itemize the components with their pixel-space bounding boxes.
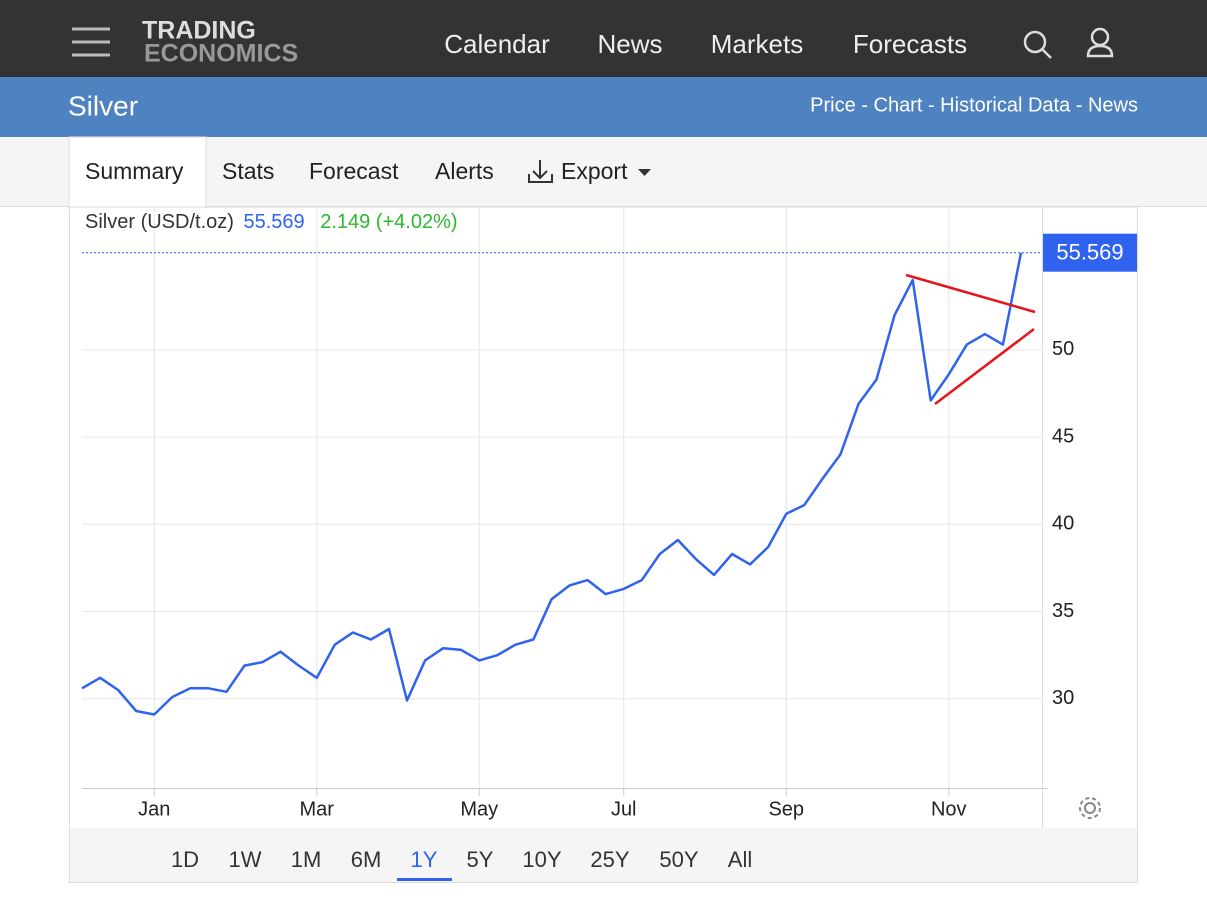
range-button[interactable]: 10Y bbox=[522, 847, 561, 872]
range-button[interactable]: 1Y bbox=[411, 847, 438, 872]
price-change: 2.149 (+4.02%) bbox=[320, 211, 457, 233]
range-button[interactable]: 6M bbox=[351, 847, 382, 872]
trendline bbox=[905, 273, 1036, 314]
chart-header: Silver (USD/t.oz) 55.569 2.149 (+4.02%) bbox=[85, 211, 458, 233]
tab[interactable]: Summary bbox=[85, 158, 184, 184]
x-tick-label: Jan bbox=[138, 798, 170, 820]
logo[interactable]: ECONOMICS bbox=[144, 40, 298, 68]
chart-panel bbox=[69, 206, 1138, 883]
tab[interactable]: Alerts bbox=[435, 158, 494, 184]
user-icon[interactable] bbox=[1086, 27, 1114, 58]
download-icon[interactable] bbox=[528, 160, 553, 183]
header-links[interactable]: Price - Chart - Historical Data - News bbox=[810, 94, 1138, 116]
range-button[interactable]: 1W bbox=[229, 847, 262, 872]
tab[interactable]: Export bbox=[561, 158, 628, 184]
nav-bar bbox=[0, 0, 1207, 77]
nav-link[interactable]: News bbox=[597, 29, 662, 59]
x-tick-label: Nov bbox=[931, 798, 967, 820]
logo[interactable]: TRADING bbox=[142, 17, 256, 45]
last-price-box bbox=[1043, 233, 1137, 272]
range-button[interactable]: All bbox=[728, 847, 752, 872]
search-icon[interactable] bbox=[1023, 30, 1052, 59]
range-button[interactable]: 25Y bbox=[590, 847, 629, 872]
nav-link[interactable]: Calendar bbox=[444, 29, 550, 59]
x-tick-label: May bbox=[460, 798, 498, 820]
range-bar bbox=[70, 828, 1137, 882]
trendline bbox=[934, 328, 1035, 405]
range-button[interactable]: 1D bbox=[171, 847, 199, 872]
menu-icon[interactable] bbox=[72, 27, 110, 57]
settings-icon[interactable] bbox=[1079, 797, 1101, 819]
last-price-label: 55.569 bbox=[1056, 240, 1123, 265]
y-tick-label: 50 bbox=[1052, 338, 1074, 360]
y-tick-label: 40 bbox=[1052, 513, 1074, 535]
y-tick-label: 30 bbox=[1052, 687, 1074, 709]
active-range-underline bbox=[397, 878, 452, 881]
x-tick-label: Mar bbox=[300, 798, 335, 820]
last-price: 55.569 bbox=[243, 211, 304, 233]
page-title: Silver bbox=[68, 90, 138, 121]
x-tick-label: Jul bbox=[611, 798, 637, 820]
tab[interactable]: Forecast bbox=[309, 158, 399, 184]
nav-link[interactable]: Forecasts bbox=[853, 29, 967, 59]
header-bar bbox=[0, 77, 1207, 137]
active-tab bbox=[68, 136, 207, 209]
dropdown-caret[interactable] bbox=[638, 169, 651, 176]
range-button[interactable]: 5Y bbox=[467, 847, 494, 872]
price-line bbox=[81, 252, 1023, 716]
range-button[interactable]: 50Y bbox=[659, 847, 698, 872]
y-tick-label: 35 bbox=[1052, 600, 1074, 622]
chart-title: Silver (USD/t.oz) bbox=[85, 211, 234, 233]
tab[interactable]: Stats bbox=[222, 158, 274, 184]
range-button[interactable]: 1M bbox=[291, 847, 322, 872]
y-tick-label: 45 bbox=[1052, 425, 1074, 447]
x-tick-label: Sep bbox=[768, 798, 804, 820]
nav-link[interactable]: Markets bbox=[711, 29, 803, 59]
